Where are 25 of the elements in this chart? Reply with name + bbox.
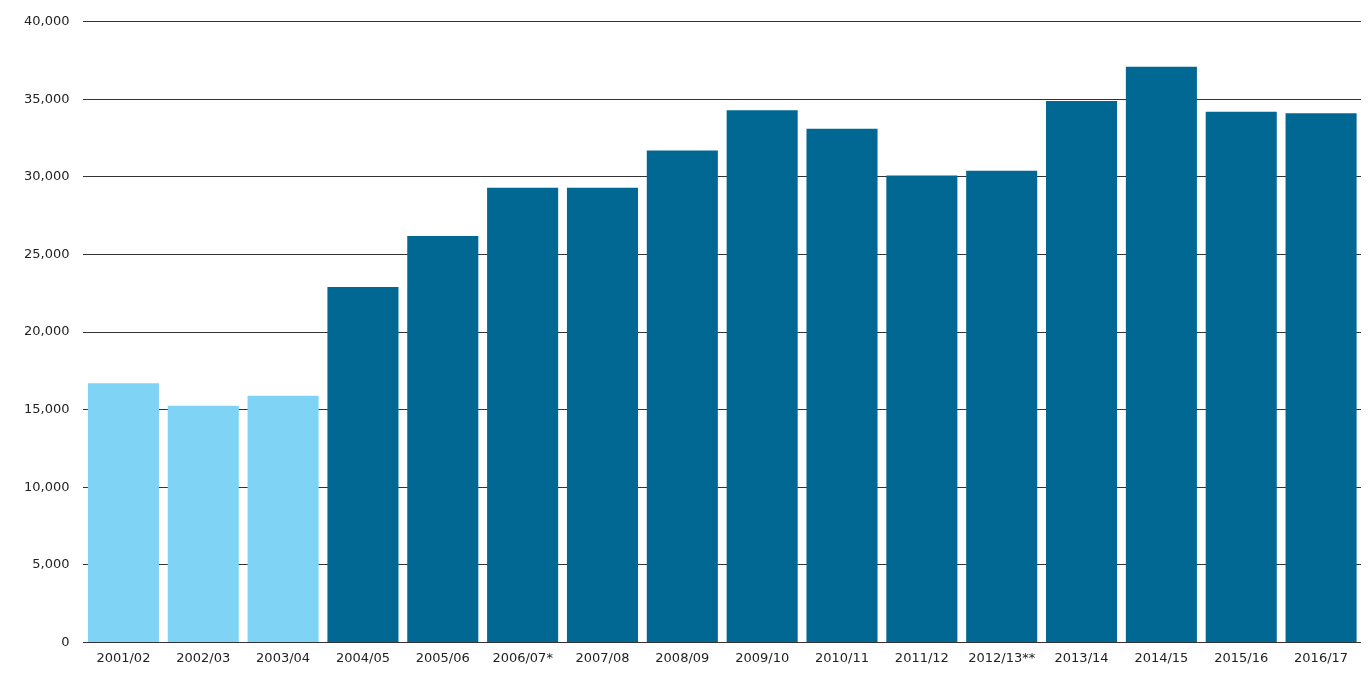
y-tick-label: 20,000 [23, 323, 70, 339]
x-tick-label: 2016/17 [1294, 649, 1349, 665]
y-tick-label: 40,000 [23, 13, 70, 29]
x-tick-label: 2004/05 [335, 649, 390, 665]
y-tick-label: 10,000 [23, 478, 70, 494]
x-tick-label: 2012/13** [968, 649, 1036, 665]
x-tick-label: 2006/07* [492, 649, 554, 665]
x-tick-label: 2009/10 [735, 649, 790, 665]
y-tick-label: 35,000 [23, 90, 70, 106]
y-tick-label: 15,000 [23, 401, 70, 417]
x-tick-label: 2008/09 [655, 649, 710, 665]
x-tick-label: 2003/04 [256, 649, 311, 665]
x-tick-label: 2015/16 [1214, 649, 1269, 665]
x-tick-label: 2010/11 [815, 649, 870, 665]
y-tick-label: 5,000 [32, 556, 70, 572]
x-tick-label: 2013/14 [1054, 649, 1109, 665]
x-tick-label: 2014/15 [1134, 649, 1189, 665]
y-tick-label: 0 [61, 633, 70, 649]
y-tick-label: 30,000 [23, 168, 70, 184]
x-tick-label: 2011/12 [894, 649, 949, 665]
x-tick-label: 2001/02 [96, 649, 151, 665]
x-tick-label: 2005/06 [415, 649, 470, 665]
x-tick-label: 2002/03 [176, 649, 231, 665]
y-tick-label: 25,000 [23, 245, 70, 261]
x-tick-label: 2007/08 [575, 649, 630, 665]
